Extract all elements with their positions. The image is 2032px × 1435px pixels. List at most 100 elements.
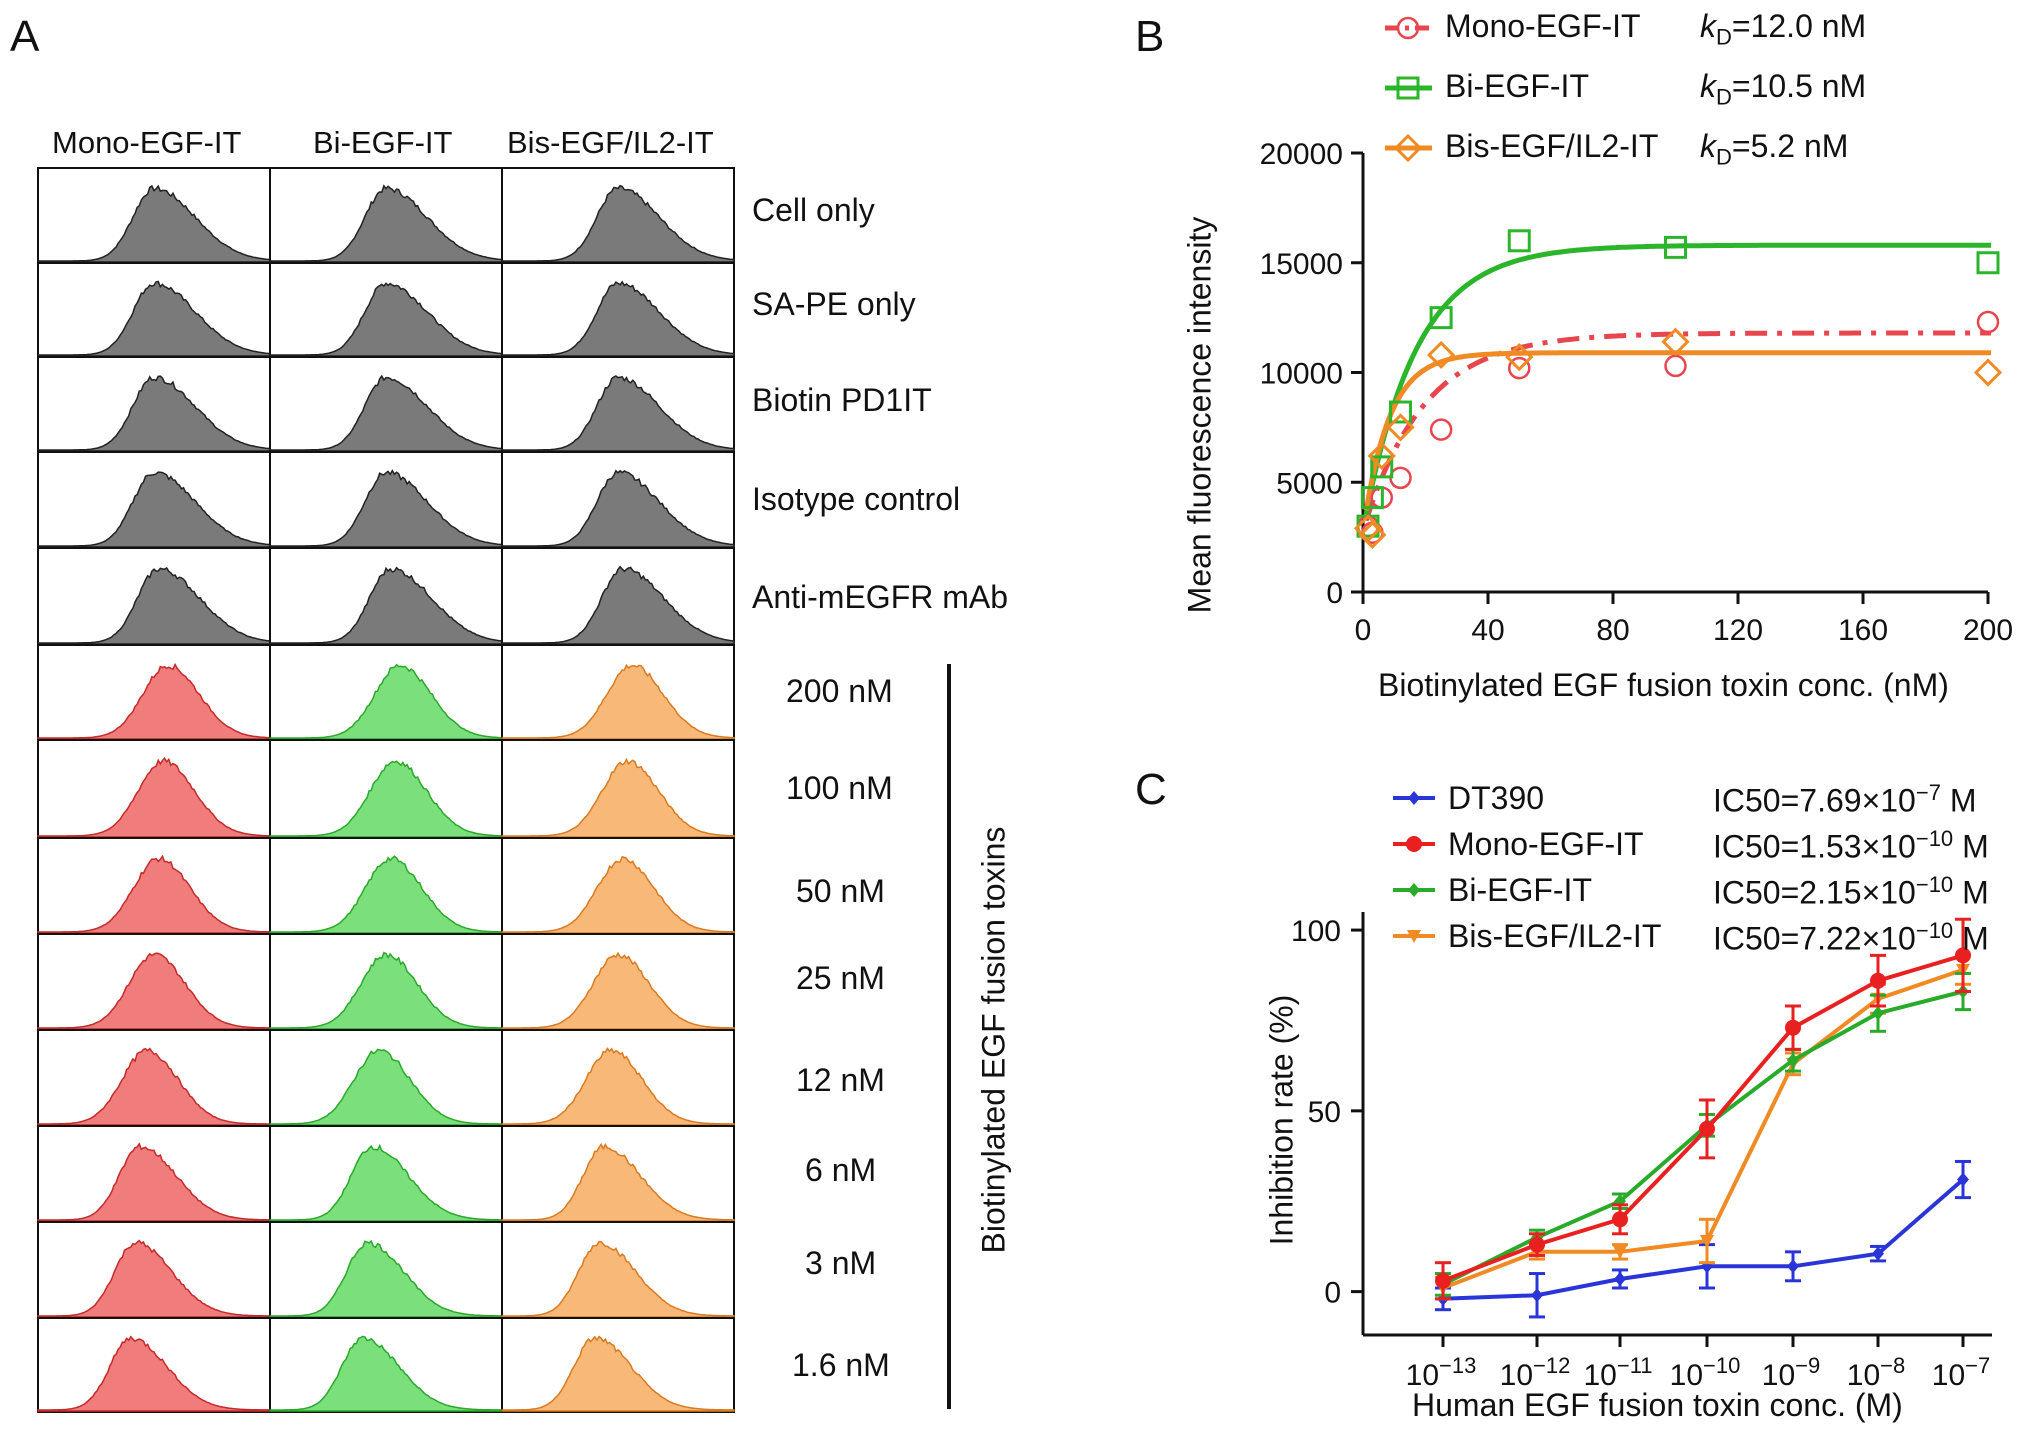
- col-header-mono: Mono-EGF-IT: [52, 125, 242, 160]
- c-point: [1614, 1271, 1626, 1286]
- histogram-curve: [501, 951, 735, 1030]
- b-legend-bi-kd: kD=10.5 nM: [1700, 68, 1867, 110]
- b-point: [1361, 521, 1384, 544]
- histogram-curve: [269, 566, 503, 645]
- row-label-100nm: 100 nM: [786, 770, 893, 806]
- b-point: [1976, 251, 2000, 275]
- histogram-grid: [37, 167, 735, 1413]
- c-legend-dt390-name: DT390: [1448, 780, 1545, 816]
- b-point: [1356, 514, 1380, 538]
- histogram-curve: [37, 1142, 271, 1222]
- group-label: Biotinylated EGF fusion toxins: [975, 826, 1012, 1254]
- histogram-curve: [501, 663, 735, 740]
- b-point: [1360, 486, 1384, 510]
- panel-letter-a: A: [10, 12, 40, 61]
- b-point: [1389, 400, 1412, 424]
- b-fit-line-1: [1363, 242, 1992, 515]
- b-legend-bi-name: Bi-EGF-IT: [1445, 68, 1589, 104]
- histogram-curve: [501, 469, 735, 548]
- histogram-curve: [501, 184, 735, 263]
- c-legend-bis-name: Bis-EGF/IL2-IT: [1448, 918, 1662, 954]
- b-legend-mono-kd: kD=12.0 nM: [1700, 8, 1867, 50]
- b-ylabel: Mean fluorescence intensity: [1181, 216, 1218, 614]
- histogram-curve: [37, 662, 271, 740]
- b-xlabel: Biotinylated EGF fusion toxin conc. (nM): [1378, 667, 1949, 703]
- row-label-1-6nm: 1.6 nM: [792, 1347, 890, 1383]
- c-legend-marker: [1408, 791, 1420, 805]
- histogram-curve: [501, 565, 735, 645]
- histogram-curve: [501, 1240, 735, 1318]
- histogram-curve: [269, 469, 503, 548]
- c-y-tick-label: 100: [1291, 915, 1341, 948]
- c-point: [1786, 1057, 1800, 1071]
- histogram-curve: [269, 760, 503, 838]
- c-legend-mono-name: Mono-EGF-IT: [1448, 826, 1644, 862]
- b-point: [1356, 514, 1380, 538]
- b-point: [1370, 455, 1394, 479]
- c-point: [1435, 1272, 1451, 1289]
- b-y-tick-label: 20000: [1260, 138, 1343, 171]
- c-point: [1787, 1259, 1799, 1274]
- col-header-bis: Bis-EGF/IL2-IT: [507, 125, 714, 160]
- histogram-curve: [269, 1143, 503, 1222]
- c-point: [1957, 1172, 1969, 1187]
- b-legend-bis-kd: kD=5.2 nM: [1700, 128, 1849, 170]
- histogram-curve: [37, 375, 271, 452]
- row-label-biotin-pd1it: Biotin PD1IT: [752, 382, 932, 418]
- histogram-curve: [37, 1335, 271, 1412]
- b-legend-bis-name: Bis-EGF/IL2-IT: [1445, 128, 1659, 164]
- c-point: [1612, 1211, 1628, 1228]
- c-point: [1699, 1120, 1715, 1137]
- c-point: [1785, 1019, 1801, 1036]
- c-point: [1872, 1006, 1884, 1021]
- c-point: [1437, 1291, 1449, 1306]
- row-label-sape-only: SA-PE only: [752, 286, 916, 322]
- b-axes: 0 40 80 120 160 200 0 5000 10000 15000 20000: [1260, 138, 2013, 647]
- b-point: [1508, 356, 1531, 380]
- c-point: [1614, 1194, 1626, 1209]
- b-point: [1973, 358, 2003, 387]
- histogram-curve: [269, 1335, 503, 1412]
- histogram-curve: [37, 757, 271, 838]
- c-point: [1957, 984, 1969, 999]
- b-point: [1367, 441, 1396, 471]
- row-label-anti-megfr: Anti-mEGFR mAb: [752, 579, 1009, 615]
- b-y-tick-label: 10000: [1260, 358, 1343, 391]
- b-x-tick-label: 200: [1963, 614, 2013, 647]
- histogram-curve: [269, 1239, 503, 1318]
- histogram-curve: [501, 280, 735, 357]
- b-fit-line-2: [1363, 350, 1992, 511]
- b-point: [1386, 413, 1415, 442]
- panel-letter-b: B: [1135, 12, 1165, 61]
- row-label-3nm: 3 nM: [805, 1245, 877, 1281]
- histogram-curve: [501, 1143, 735, 1222]
- row-label-12nm: 12 nM: [796, 1062, 885, 1098]
- histogram-curve: [37, 1239, 271, 1318]
- c-y-tick-label: 0: [1324, 1277, 1341, 1310]
- b-x-tick-label: 0: [1355, 614, 1372, 647]
- c-point: [1531, 1230, 1543, 1245]
- row-label-cell-only: Cell only: [752, 192, 875, 228]
- b-point: [1976, 310, 2000, 334]
- c-legend-dt390-ic50: IC50=7.69×10−7 M: [1713, 780, 1977, 819]
- histogram-curve: [501, 1335, 735, 1412]
- c-point: [1436, 1282, 1450, 1295]
- b-legend-marker: [1396, 76, 1420, 100]
- c-ylabel: Inhibition rate (%): [1263, 994, 1300, 1246]
- c-y-tick-label: 50: [1308, 1096, 1341, 1129]
- histogram-curve: [269, 374, 503, 452]
- histogram-curve: [501, 1047, 735, 1126]
- b-point: [1505, 343, 1534, 372]
- c-point: [1529, 1236, 1545, 1253]
- b-y-tick-label: 15000: [1260, 248, 1343, 281]
- b-x-tick-label: 160: [1838, 614, 1888, 647]
- histogram-curve: [37, 1047, 271, 1126]
- histogram-curve: [269, 282, 503, 357]
- c-line-3: [1442, 967, 1964, 1290]
- b-point: [1661, 327, 1690, 356]
- c-legend-bi-name: Bi-EGF-IT: [1448, 872, 1592, 908]
- b-legend-mono-name: Mono-EGF-IT: [1445, 8, 1641, 44]
- b-point: [1389, 466, 1412, 490]
- c-line-0: [1442, 1177, 1965, 1301]
